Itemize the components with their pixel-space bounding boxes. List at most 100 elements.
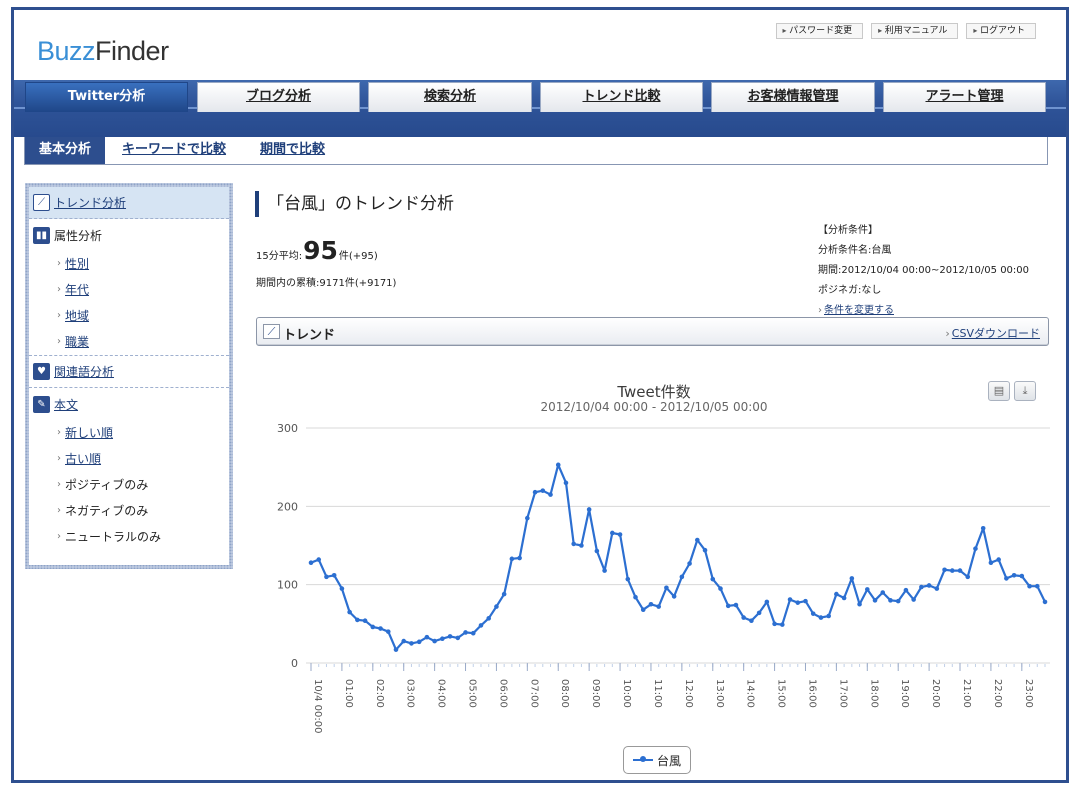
- tab-customer-info[interactable]: お客様情報管理: [711, 82, 875, 112]
- tab-blog-analysis[interactable]: ブログ分析: [197, 82, 360, 112]
- data-point: [393, 647, 399, 652]
- data-point: [447, 634, 453, 639]
- sidebar-item-related[interactable]: ♥ 関連語分析: [29, 356, 229, 388]
- legend-marker-icon: [633, 756, 653, 762]
- data-point: [764, 599, 770, 605]
- logout-link[interactable]: ログアウト: [966, 23, 1036, 39]
- data-point: [463, 630, 468, 635]
- data-point: [385, 629, 391, 634]
- sidebar-subitem-negative[interactable]: ネガティブのみ: [29, 498, 229, 524]
- data-point: [741, 615, 746, 620]
- y-tick-label: 0: [291, 657, 298, 670]
- data-point: [440, 636, 445, 642]
- download-icon[interactable]: ⤓: [1014, 381, 1036, 401]
- trend-section-title: トレンド: [283, 328, 336, 343]
- bar-chart-icon: ▮▮: [33, 226, 50, 244]
- data-point: [532, 489, 538, 495]
- data-point: [710, 576, 716, 582]
- data-point: [509, 556, 515, 562]
- data-point: [563, 480, 569, 486]
- data-point: [849, 576, 855, 581]
- sidebar-subitem-newest[interactable]: 新しい順: [29, 420, 229, 446]
- x-tick-label: 15:00: [776, 679, 787, 708]
- manual-link[interactable]: 利用マニュアル: [871, 23, 959, 39]
- csv-download-link[interactable]: CSVダウンロード: [945, 325, 1040, 341]
- data-point: [857, 601, 862, 607]
- data-point: [934, 586, 940, 591]
- x-tick-label: 09:00: [590, 679, 601, 708]
- data-point: [903, 587, 909, 593]
- x-tick-label: 01:00: [343, 679, 354, 708]
- data-point: [834, 591, 839, 597]
- data-point: [401, 638, 407, 644]
- sidebar-subitem-neutral[interactable]: ニュートラルのみ: [29, 524, 229, 550]
- conditions-heading: 【分析条件】: [818, 225, 878, 236]
- subtab-keyword-compare[interactable]: キーワードで比較: [122, 142, 227, 157]
- chart-line-icon: ⟋: [33, 194, 50, 211]
- x-tick-label: 04:00: [436, 679, 447, 708]
- sidebar-item-label: 関連語分析: [54, 365, 115, 379]
- tab-trend-compare[interactable]: トレンド比較: [540, 82, 703, 112]
- data-point: [756, 610, 762, 616]
- data-point: [1019, 573, 1025, 579]
- sidebar-subitem-oldest[interactable]: 古い順: [29, 446, 229, 472]
- data-point: [872, 598, 878, 603]
- x-tick-label: 16:00: [806, 679, 817, 708]
- data-point: [679, 574, 685, 580]
- x-tick-label: 11:00: [652, 679, 663, 708]
- analysis-conditions: 【分析条件】 分析条件名:台風 期間:2012/10/04 00:00~2012…: [818, 221, 1029, 321]
- y-tick-label: 100: [277, 579, 298, 592]
- data-point: [818, 615, 824, 620]
- subtab-period-compare[interactable]: 期間で比較: [260, 142, 326, 157]
- x-tick-label: 22:00: [992, 679, 1003, 708]
- change-conditions-link[interactable]: 条件を変更する: [818, 301, 1029, 321]
- trend-line-icon: ⟋: [263, 324, 280, 339]
- sidebar-item-body[interactable]: ✎ 本文: [29, 388, 229, 420]
- sidebar-subitem-gender[interactable]: 性別: [29, 251, 229, 277]
- legend-series-label: 台風: [657, 753, 682, 768]
- data-point: [919, 584, 924, 590]
- conditions-period: 期間:2012/10/04 00:00~2012/10/05 00:00: [818, 265, 1030, 276]
- speech-bubble-icon: ✎: [33, 395, 50, 413]
- data-point: [880, 590, 886, 595]
- data-point: [787, 597, 793, 602]
- data-point: [996, 557, 1001, 562]
- data-point: [980, 525, 986, 531]
- tab-twitter-analysis[interactable]: Twitter分析: [25, 82, 188, 112]
- sidebar-subitem-positive[interactable]: ポジティブのみ: [29, 472, 229, 498]
- logo[interactable]: BuzzFinder: [37, 36, 169, 67]
- sidebar-subitem-occupation[interactable]: 職業: [29, 329, 229, 355]
- trend-section-header: ⟋ トレンド CSVダウンロード: [256, 317, 1049, 346]
- x-tick-label: 02:00: [374, 679, 385, 708]
- data-point: [331, 572, 337, 578]
- data-point: [571, 541, 576, 547]
- print-icon[interactable]: ▤: [988, 381, 1010, 401]
- conditions-posneg: ポジネガ:なし: [818, 285, 882, 296]
- sidebar-subitem-age[interactable]: 年代: [29, 277, 229, 303]
- password-change-link[interactable]: パスワード変更: [775, 23, 864, 39]
- data-point: [540, 488, 546, 493]
- page-frame: パスワード変更 利用マニュアル ログアウト BuzzFinder Twitter…: [11, 7, 1069, 783]
- data-point: [803, 598, 808, 604]
- chart-legend[interactable]: 台風: [623, 746, 692, 774]
- x-tick-label: 08:00: [559, 679, 570, 708]
- data-point: [610, 530, 615, 536]
- main-tab-bar: Twitter分析 ブログ分析 検索分析 トレンド比較 お客様情報管理 アラート…: [14, 80, 1066, 137]
- x-tick-label: 14:00: [745, 679, 756, 708]
- data-point: [1011, 572, 1017, 578]
- data-point: [486, 616, 492, 621]
- series-line-taifu: [310, 463, 1046, 651]
- data-point: [772, 621, 777, 627]
- chart-title: Tweet件数: [617, 383, 691, 401]
- sidebar-subitem-region[interactable]: 地域: [29, 303, 229, 329]
- sidebar-item-trend[interactable]: ⟋ トレンド分析: [29, 187, 229, 219]
- subtab-basic[interactable]: 基本分析: [25, 137, 106, 164]
- data-point: [416, 639, 422, 645]
- x-tick-label: 20:00: [930, 679, 941, 708]
- data-point: [409, 641, 414, 646]
- tab-search-analysis[interactable]: 検索分析: [368, 82, 532, 112]
- data-point: [733, 602, 739, 608]
- data-point: [617, 532, 623, 537]
- tab-alert-management[interactable]: アラート管理: [883, 82, 1046, 112]
- data-point: [579, 543, 584, 548]
